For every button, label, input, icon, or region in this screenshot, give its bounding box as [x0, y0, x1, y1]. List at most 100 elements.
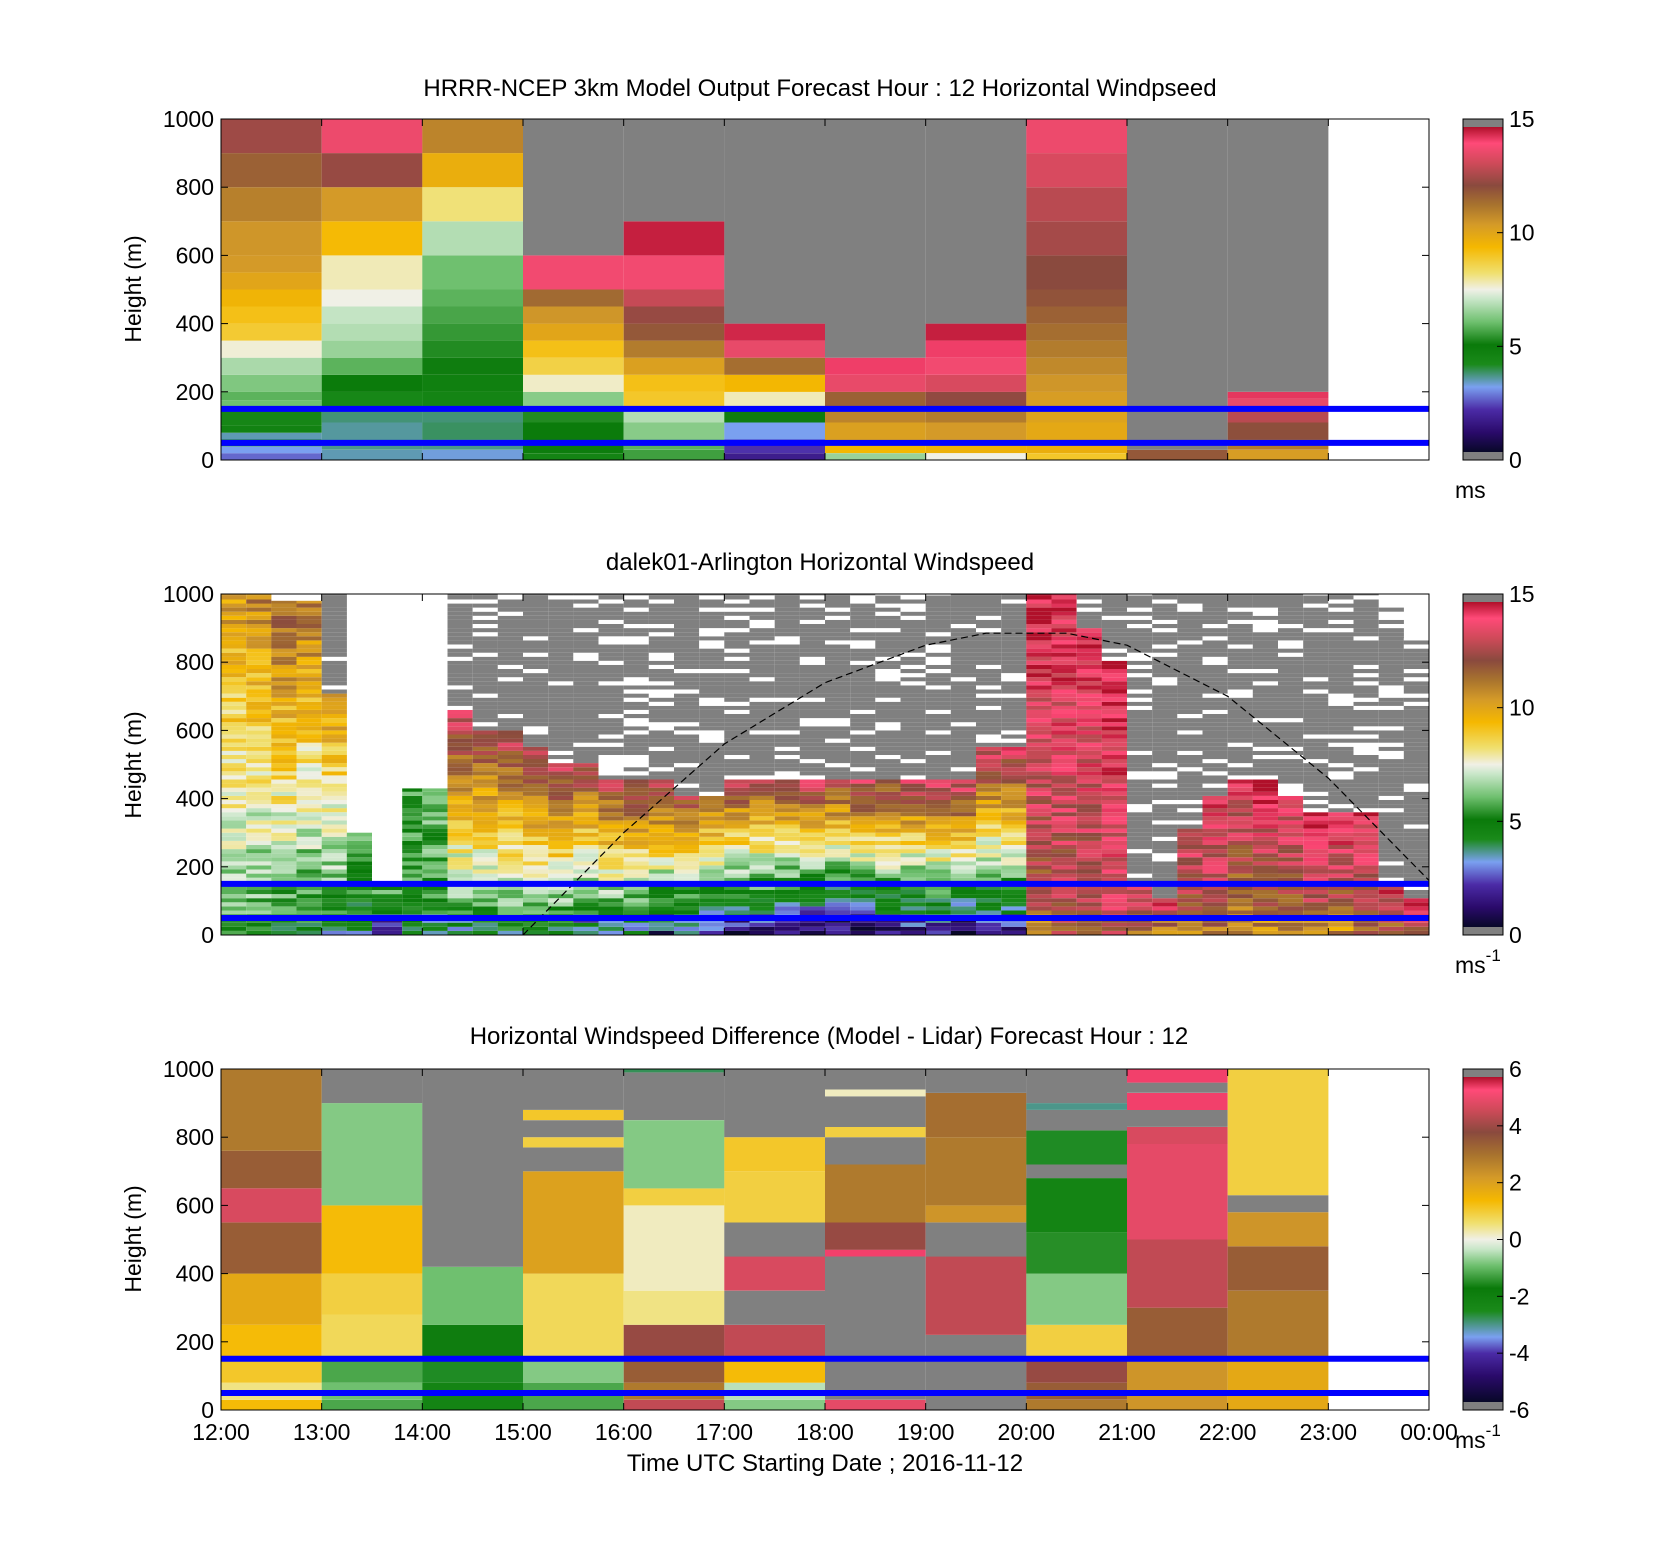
heatmap-cell	[422, 449, 523, 460]
heatmap-cell	[321, 628, 347, 633]
heatmap-cell	[523, 289, 624, 307]
heatmap-cell	[598, 869, 624, 874]
heatmap-cell	[925, 930, 951, 935]
heatmap-cell	[1152, 714, 1178, 719]
heatmap-cell	[548, 742, 574, 747]
heatmap-cell	[724, 714, 750, 719]
heatmap-cell	[825, 742, 851, 747]
heatmap-cell	[321, 840, 347, 845]
heatmap-cell	[1227, 910, 1253, 915]
heatmap-cell	[246, 742, 272, 747]
heatmap-cell	[674, 701, 700, 706]
heatmap-cell	[648, 599, 674, 604]
colorbar-tick-label: 0	[1509, 447, 1522, 473]
heatmap-cell	[724, 677, 750, 682]
heatmap-cell	[1026, 652, 1052, 657]
heatmap-cell	[447, 861, 473, 866]
y-axis-label: Height (m)	[120, 711, 146, 818]
heatmap-cell	[1026, 759, 1052, 764]
heatmap-cell	[648, 697, 674, 702]
heatmap-cell	[1403, 800, 1429, 805]
heatmap-cell	[623, 849, 649, 854]
heatmap-cell	[1127, 681, 1153, 686]
heatmap-cell	[447, 857, 473, 862]
heatmap-cell	[422, 289, 523, 307]
heatmap-cell	[1303, 697, 1329, 702]
heatmap-cell	[1227, 449, 1329, 460]
heatmap-cell	[321, 624, 347, 629]
heatmap-cell	[900, 652, 926, 657]
heatmap-cell	[246, 849, 272, 854]
heatmap-cell	[221, 289, 322, 307]
heatmap-cell	[598, 828, 624, 833]
heatmap-cell	[1353, 734, 1379, 739]
heatmap-cell	[321, 800, 347, 805]
heatmap-cell	[1076, 595, 1102, 600]
heatmap-cell	[623, 902, 649, 907]
heatmap-cell	[825, 865, 851, 870]
heatmap-cell	[875, 926, 901, 931]
heatmap-cell	[1303, 603, 1329, 608]
heatmap-cell	[724, 812, 750, 817]
heatmap-cell	[749, 898, 775, 903]
heatmap-cell	[447, 628, 473, 633]
heatmap-cell	[1177, 738, 1203, 743]
heatmap-cell	[1378, 783, 1404, 788]
heatmap-cell	[1303, 832, 1329, 837]
heatmap-cell	[1378, 845, 1404, 850]
heatmap-cell	[598, 775, 624, 780]
heatmap-cell	[1303, 861, 1329, 866]
heatmap-cell	[976, 603, 1002, 608]
heatmap-cell	[1252, 599, 1278, 604]
heatmap-cell	[950, 615, 976, 620]
heatmap-cell	[648, 615, 674, 620]
heatmap-cell	[1076, 853, 1102, 858]
heatmap-cell	[825, 652, 851, 657]
heatmap-cell	[774, 628, 800, 633]
heatmap-cell	[1328, 836, 1354, 841]
heatmap-cell	[875, 824, 901, 829]
heatmap-cell	[447, 693, 473, 698]
heatmap-cell	[271, 640, 297, 645]
heatmap-cell	[372, 898, 403, 903]
heatmap-cell	[447, 885, 473, 890]
heatmap-cell	[598, 628, 624, 633]
heatmap-cell	[422, 153, 523, 188]
x-tick-label: 14:00	[394, 1419, 452, 1445]
heatmap-cell	[1403, 689, 1429, 694]
heatmap-cell	[648, 742, 674, 747]
heatmap-cell	[875, 853, 901, 858]
heatmap-cell	[1353, 759, 1379, 764]
heatmap-cell	[497, 930, 523, 935]
heatmap-cell	[1026, 734, 1052, 739]
heatmap-cell	[900, 705, 926, 710]
heatmap-cell	[321, 153, 423, 188]
heatmap-cell	[799, 804, 825, 809]
heatmap-cell	[825, 775, 851, 780]
heatmap-cell	[799, 685, 825, 690]
heatmap-cell	[648, 885, 674, 890]
heatmap-cell	[1001, 845, 1027, 850]
heatmap-cell	[1076, 599, 1102, 604]
heatmap-cell	[497, 894, 523, 899]
heatmap-cell	[900, 902, 926, 907]
heatmap-cell	[321, 873, 347, 878]
heatmap-cell	[900, 640, 926, 645]
heatmap-cell	[1127, 628, 1153, 633]
heatmap-cell	[623, 595, 649, 600]
y-tick-label: 0	[201, 447, 214, 473]
heatmap-cell	[447, 640, 473, 645]
heatmap-cell	[674, 669, 700, 674]
heatmap-cell	[447, 795, 473, 800]
heatmap-cell	[497, 746, 523, 751]
heatmap-cell	[850, 705, 876, 710]
heatmap-cell	[1353, 840, 1379, 845]
heatmap-cell	[1177, 865, 1203, 870]
heatmap-cell	[1101, 898, 1127, 903]
heatmap-cell	[246, 644, 272, 649]
heatmap-cell	[648, 701, 674, 706]
heatmap-cell	[221, 187, 322, 222]
heatmap-cell	[925, 906, 951, 911]
heatmap-cell	[1076, 669, 1102, 674]
heatmap-cell	[346, 930, 372, 935]
